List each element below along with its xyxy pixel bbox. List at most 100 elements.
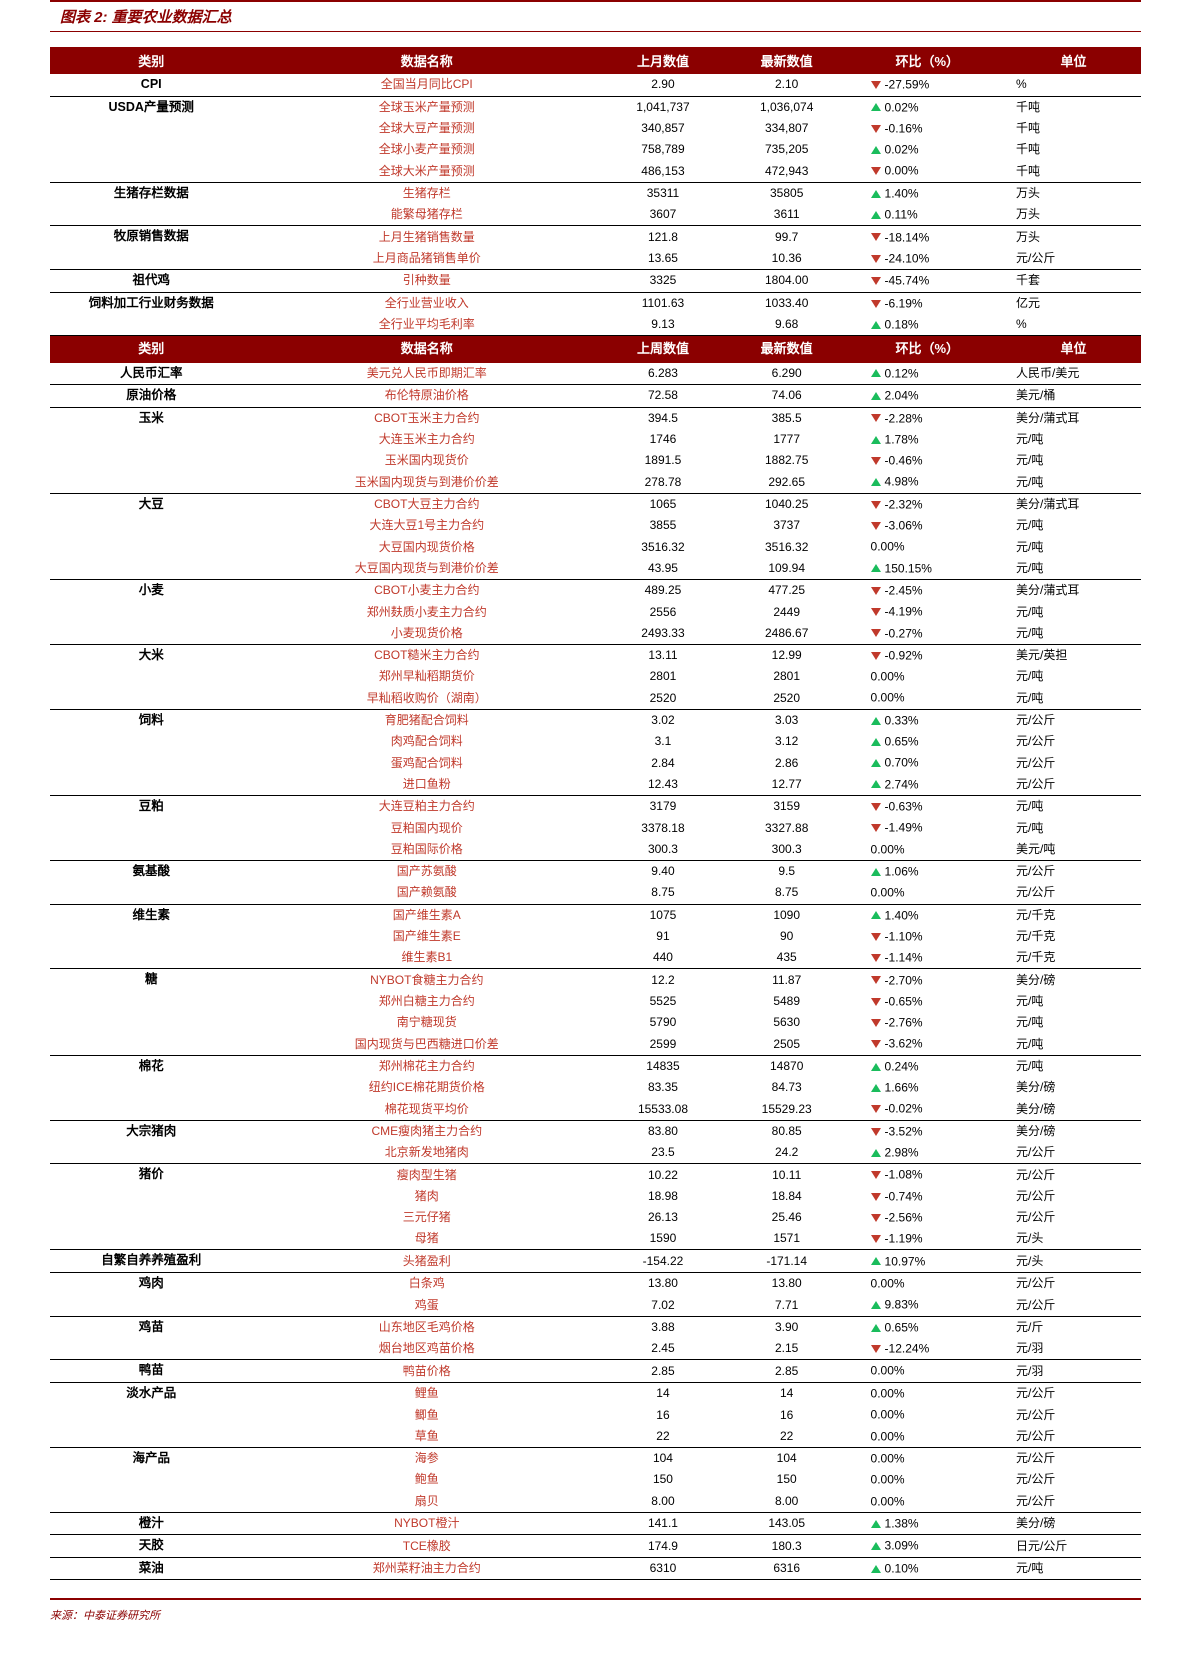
cell-dataname: 玉米国内现货价 bbox=[252, 450, 601, 471]
cell-prev-value: 13.11 bbox=[601, 644, 725, 666]
cell-unit: 元/公斤 bbox=[1006, 860, 1141, 882]
cell-prev-value: 43.95 bbox=[601, 558, 725, 580]
cell-category bbox=[50, 1098, 252, 1120]
cell-prev-value: 3607 bbox=[601, 204, 725, 226]
table-row: 淡水产品鲤鱼14140.00%元/公斤 bbox=[50, 1382, 1141, 1404]
cell-new-value: 143.05 bbox=[725, 1512, 849, 1535]
change-text: 0.02% bbox=[885, 143, 919, 157]
cell-unit: 元/公斤 bbox=[1006, 248, 1141, 270]
change-text: 3.09% bbox=[885, 1539, 919, 1553]
cell-dataname: 蛋鸡配合饲料 bbox=[252, 752, 601, 773]
cell-new-value: 13.80 bbox=[725, 1272, 849, 1294]
cell-dataname: 三元仔猪 bbox=[252, 1207, 601, 1228]
cell-new-value: 14 bbox=[725, 1382, 849, 1404]
cell-category bbox=[50, 314, 252, 336]
cell-prev-value: 3.88 bbox=[601, 1316, 725, 1338]
cell-category bbox=[50, 1012, 252, 1033]
triangle-up-icon bbox=[871, 759, 881, 767]
table-row: 进口鱼粉12.4312.772.74%元/公斤 bbox=[50, 774, 1141, 796]
cell-new-value: 472,943 bbox=[725, 160, 849, 182]
cell-new-value: 1040.25 bbox=[725, 493, 849, 515]
cell-category: 糖 bbox=[50, 969, 252, 991]
cell-category bbox=[50, 139, 252, 160]
cell-dataname: 鲍鱼 bbox=[252, 1469, 601, 1490]
table-row: 全球大豆产量预测340,857334,807-0.16%千吨 bbox=[50, 118, 1141, 139]
table-row: 小麦CBOT小麦主力合约489.25477.25-2.45%美分/蒲式耳 bbox=[50, 579, 1141, 601]
cell-new-value: 2505 bbox=[725, 1033, 849, 1055]
cell-new-value: 1804.00 bbox=[725, 270, 849, 293]
change-text: -18.14% bbox=[885, 230, 930, 244]
cell-prev-value: 1590 bbox=[601, 1228, 725, 1250]
cell-prev-value: 300.3 bbox=[601, 839, 725, 861]
triangle-down-icon bbox=[871, 1128, 881, 1136]
table-row: 上月商品猪销售单价13.6510.36-24.10%元/公斤 bbox=[50, 248, 1141, 270]
triangle-down-icon bbox=[871, 1193, 881, 1201]
cell-category: 猪价 bbox=[50, 1164, 252, 1186]
cell-prev-value: 3325 bbox=[601, 270, 725, 293]
table-row: 鸡苗山东地区毛鸡价格3.883.900.65%元/斤 bbox=[50, 1316, 1141, 1338]
triangle-up-icon bbox=[871, 780, 881, 788]
cell-dataname: 郑州菜籽油主力合约 bbox=[252, 1557, 601, 1580]
cell-change: 0.10% bbox=[849, 1557, 1006, 1580]
cell-category bbox=[50, 991, 252, 1012]
change-text: -2.70% bbox=[885, 973, 923, 987]
cell-change: 2.74% bbox=[849, 774, 1006, 796]
cell-dataname: 育肥猪配合饲料 bbox=[252, 709, 601, 731]
table-row: 蛋鸡配合饲料2.842.860.70%元/公斤 bbox=[50, 752, 1141, 773]
cell-change: -3.52% bbox=[849, 1120, 1006, 1142]
cell-prev-value: 2520 bbox=[601, 687, 725, 709]
cell-unit: 元/公斤 bbox=[1006, 731, 1141, 752]
cell-dataname: 全国当月同比CPI bbox=[252, 74, 601, 96]
cell-prev-value: 3516.32 bbox=[601, 536, 725, 557]
cell-change: -12.24% bbox=[849, 1338, 1006, 1360]
cell-change: 0.02% bbox=[849, 139, 1006, 160]
change-text: 1.40% bbox=[885, 186, 919, 200]
cell-dataname: TCE橡胶 bbox=[252, 1535, 601, 1558]
cell-unit: 元/公斤 bbox=[1006, 1142, 1141, 1164]
cell-category bbox=[50, 731, 252, 752]
cell-change: -1.10% bbox=[849, 926, 1006, 947]
cell-category bbox=[50, 947, 252, 969]
cell-change: 0.65% bbox=[849, 1316, 1006, 1338]
cell-new-value: 12.99 bbox=[725, 644, 849, 666]
cell-change: 0.00% bbox=[849, 1469, 1006, 1490]
cell-change: 0.18% bbox=[849, 314, 1006, 336]
cell-new-value: 292.65 bbox=[725, 471, 849, 493]
cell-change: 0.00% bbox=[849, 666, 1006, 687]
cell-unit: 千吨 bbox=[1006, 139, 1141, 160]
cell-category: 棉花 bbox=[50, 1055, 252, 1077]
cell-category bbox=[50, 1077, 252, 1098]
table-row: 维生素国产维生素A107510901.40%元/千克 bbox=[50, 904, 1141, 926]
cell-category bbox=[50, 429, 252, 450]
table-row: USDA产量预测全球玉米产量预测1,041,7371,036,0740.02%千… bbox=[50, 96, 1141, 118]
cell-unit: 美分/磅 bbox=[1006, 1098, 1141, 1120]
triangle-down-icon bbox=[871, 277, 881, 285]
change-text: -2.56% bbox=[885, 1210, 923, 1224]
cell-new-value: 3.12 bbox=[725, 731, 849, 752]
cell-unit: 元/头 bbox=[1006, 1250, 1141, 1273]
change-text: -2.45% bbox=[885, 583, 923, 597]
header-change: 环比（%） bbox=[849, 47, 1006, 74]
cell-change: 3.09% bbox=[849, 1535, 1006, 1558]
cell-dataname: CBOT大豆主力合约 bbox=[252, 493, 601, 515]
table-row: 三元仔猪26.1325.46-2.56%元/公斤 bbox=[50, 1207, 1141, 1228]
table-row: 鲫鱼16160.00%元/公斤 bbox=[50, 1404, 1141, 1425]
change-text: 0.10% bbox=[885, 1561, 919, 1575]
table-row: 原油价格布伦特原油价格72.5874.062.04%美元/桶 bbox=[50, 385, 1141, 408]
cell-unit: 人民币/美元 bbox=[1006, 363, 1141, 385]
table-row: 玉米国内现货与到港价价差278.78292.654.98%元/吨 bbox=[50, 471, 1141, 493]
triangle-down-icon bbox=[871, 587, 881, 595]
cell-unit: 元/千克 bbox=[1006, 904, 1141, 926]
change-text: 2.98% bbox=[885, 1145, 919, 1159]
table-row: 饲料育肥猪配合饲料3.023.030.33%元/公斤 bbox=[50, 709, 1141, 731]
cell-change: -6.19% bbox=[849, 292, 1006, 314]
cell-dataname: 维生素B1 bbox=[252, 947, 601, 969]
cell-dataname: 郑州麸质小麦主力合约 bbox=[252, 601, 601, 622]
table-row: 全行业平均毛利率9.139.680.18%% bbox=[50, 314, 1141, 336]
table-row: 豆粕大连豆粕主力合约31793159-0.63%元/吨 bbox=[50, 795, 1141, 817]
cell-dataname: 鸭苗价格 bbox=[252, 1360, 601, 1383]
cell-prev-value: 8.00 bbox=[601, 1491, 725, 1513]
cell-new-value: 15529.23 bbox=[725, 1098, 849, 1120]
cell-category bbox=[50, 623, 252, 645]
cell-unit: 元/吨 bbox=[1006, 666, 1141, 687]
